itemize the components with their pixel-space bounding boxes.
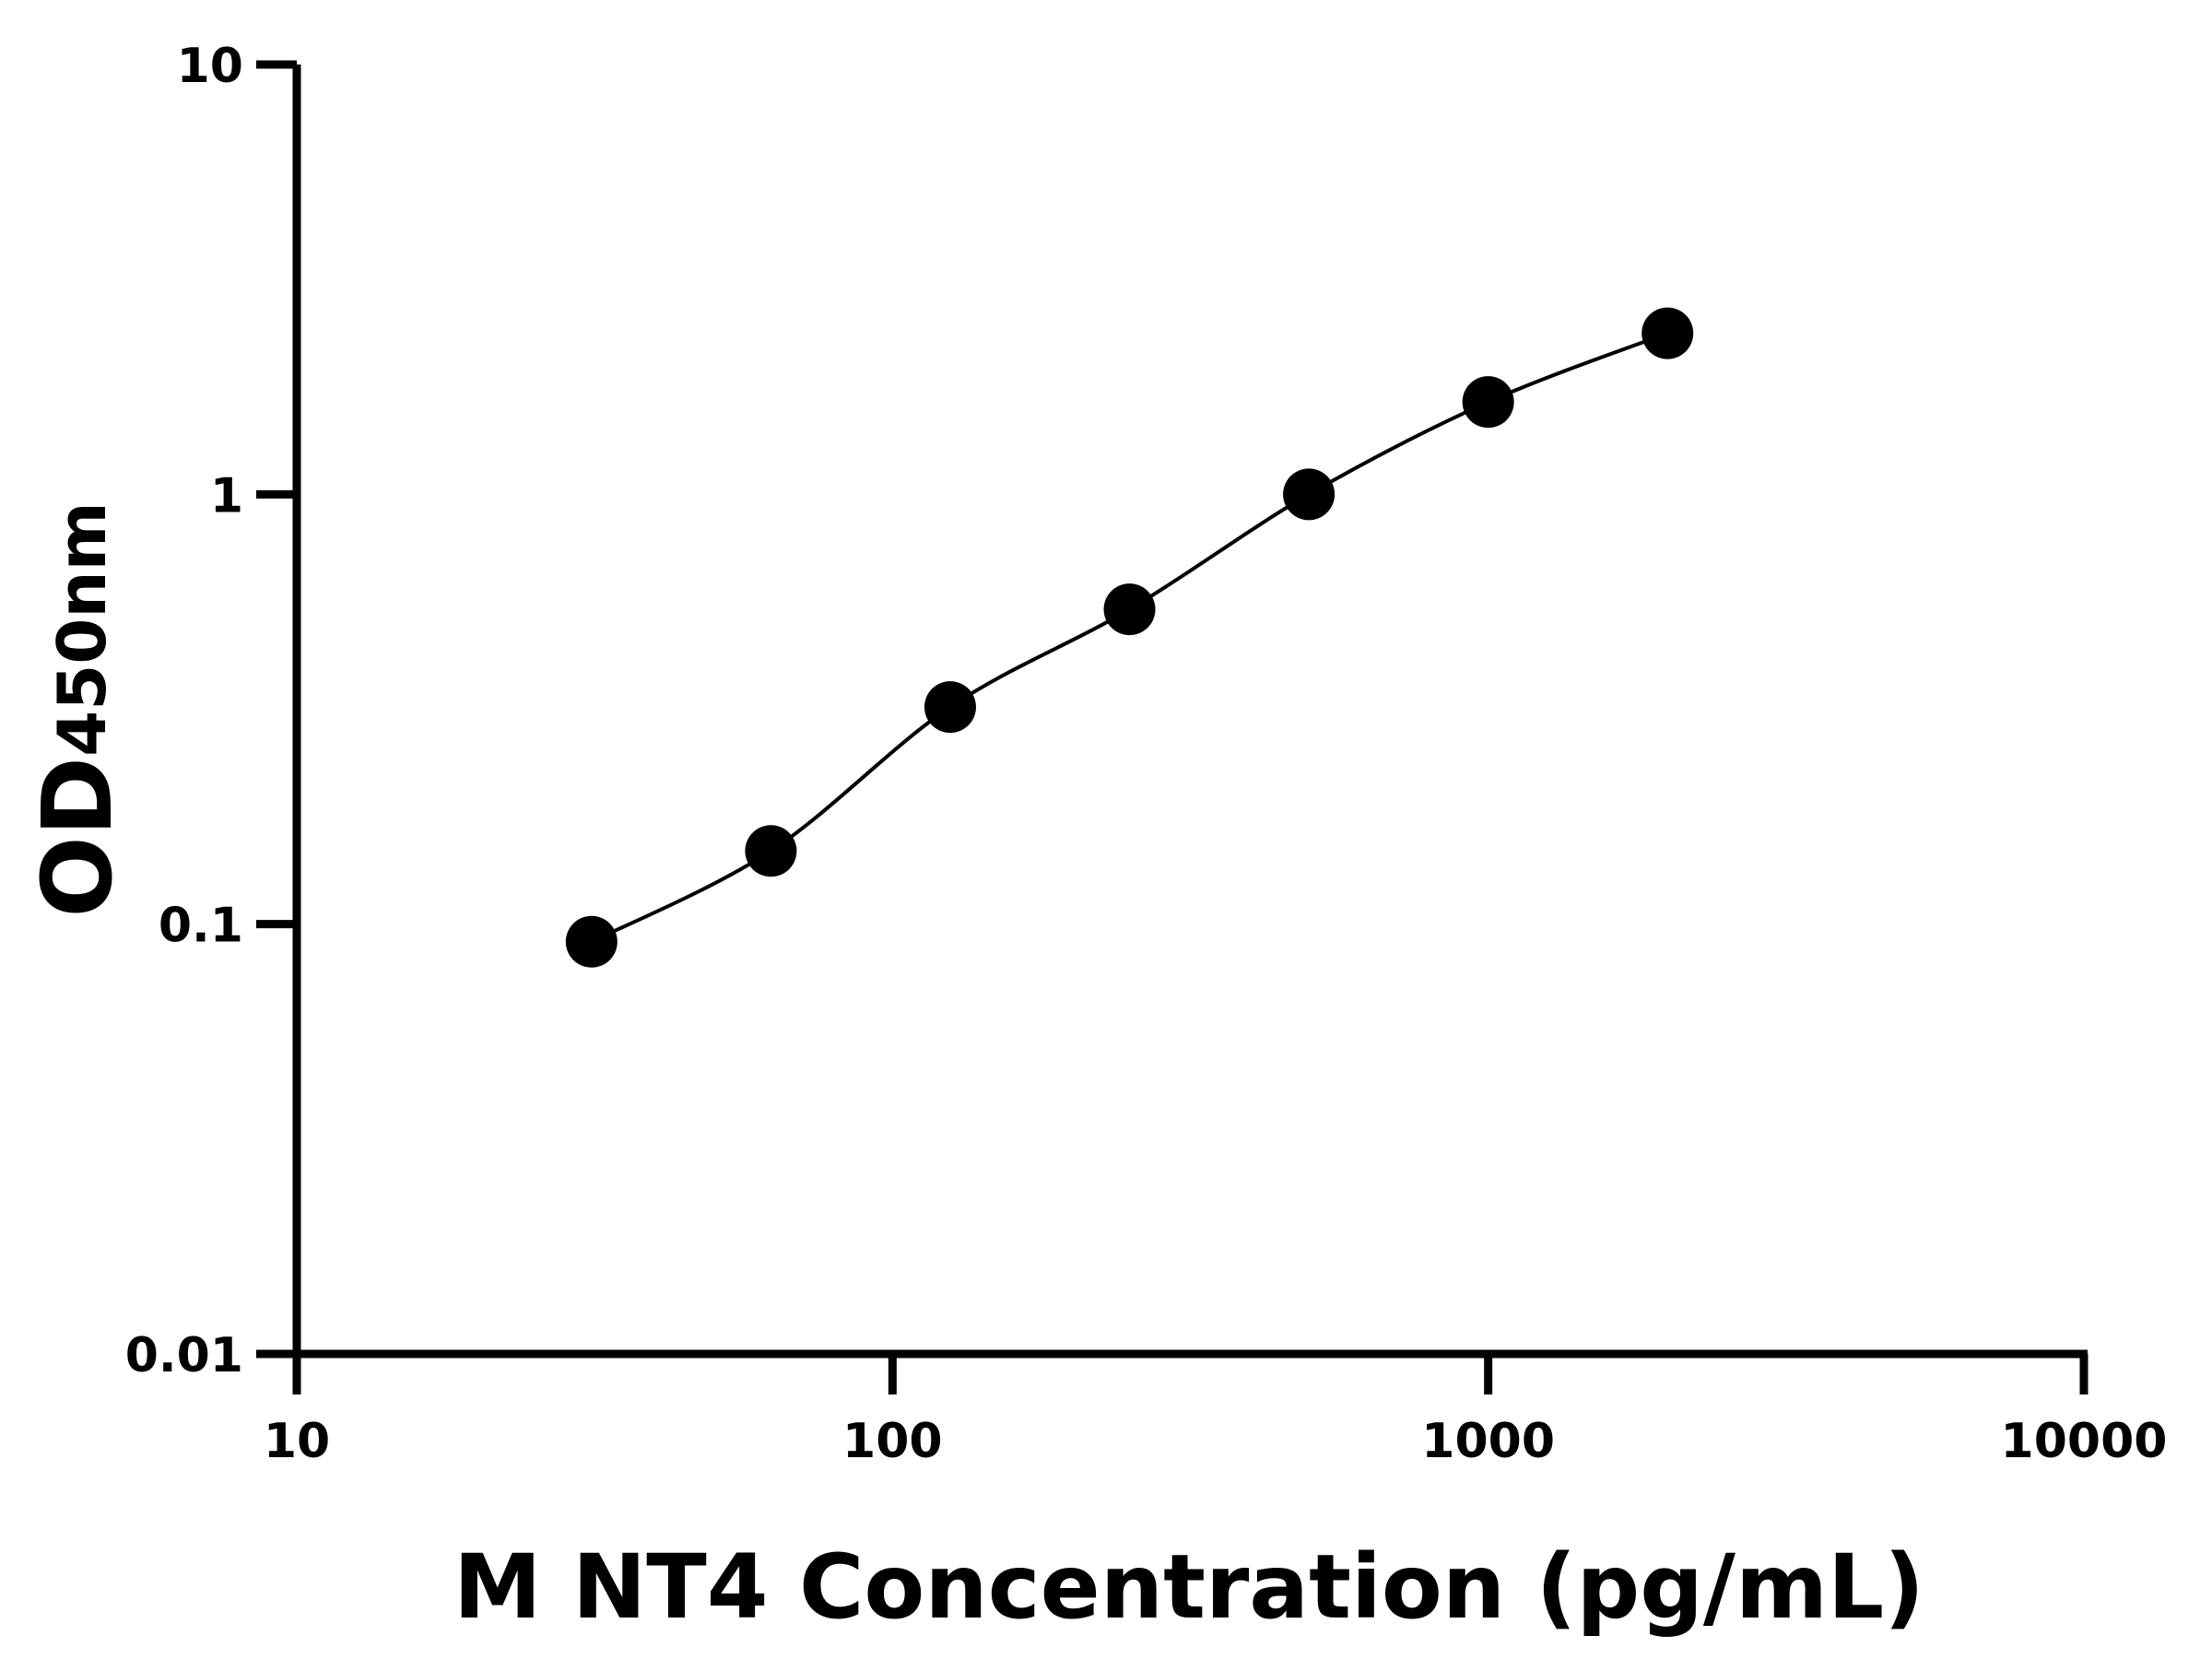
y-tick-label: 10 bbox=[177, 39, 243, 94]
y-axis-label-sub: 450nm bbox=[43, 501, 121, 757]
x-tick-label: 10 bbox=[264, 1414, 330, 1469]
data-point bbox=[1103, 583, 1156, 636]
ticks: 10 100 1000 10000 0.01 0.1 1 10 bbox=[125, 39, 2168, 1469]
data-point bbox=[1462, 376, 1514, 429]
x-axis-label: M NT4 Concentration (pg/mL) bbox=[453, 1535, 1924, 1639]
y-axis-label: OD450nm bbox=[21, 501, 134, 917]
data-point bbox=[1641, 307, 1694, 359]
y-tick-label: 0.01 bbox=[125, 1328, 243, 1383]
data-point bbox=[745, 825, 797, 877]
y-tick-label: 1 bbox=[210, 468, 243, 524]
data-points bbox=[565, 307, 1694, 968]
y-axis-label-main: OD bbox=[21, 757, 134, 918]
data-point bbox=[565, 915, 618, 968]
x-tick-label: 100 bbox=[842, 1414, 943, 1469]
x-tick-label: 10000 bbox=[2001, 1414, 2168, 1469]
axes bbox=[292, 65, 2088, 1359]
data-point bbox=[1283, 468, 1335, 521]
data-point bbox=[924, 681, 976, 734]
x-tick-label: 1000 bbox=[1421, 1414, 1555, 1469]
y-tick-label: 0.1 bbox=[159, 899, 243, 954]
